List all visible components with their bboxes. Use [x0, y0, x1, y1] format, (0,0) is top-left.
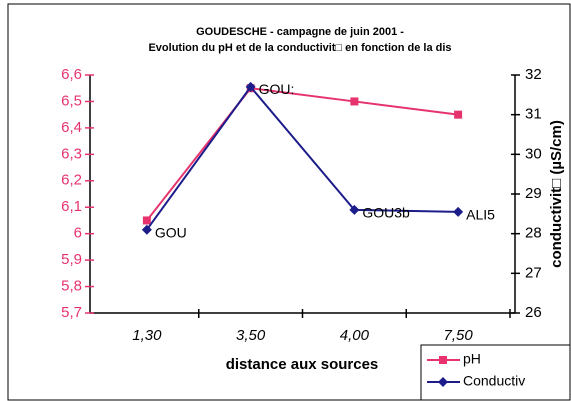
- point: [142, 216, 151, 225]
- y2-tick-label: 32: [525, 66, 542, 83]
- legend-label: Conductiv: [463, 373, 525, 389]
- series-line: [146, 87, 459, 222]
- y-tick-label: 5,7: [61, 304, 82, 321]
- legend-marker: [438, 377, 448, 387]
- chart-frame: [7, 3, 571, 401]
- point: [349, 204, 360, 215]
- point-label: GOU:: [259, 81, 295, 97]
- y2-tick-label: 31: [525, 106, 542, 123]
- y-tick-label: 6,6: [61, 66, 82, 83]
- y2-axis-label: conductivit□ (µS/cm): [548, 120, 565, 268]
- point: [350, 97, 359, 106]
- x-tick-label: 3,50: [236, 327, 266, 344]
- chart-title: GOUDESCHE - campagne de juin 2001 -: [196, 26, 404, 38]
- y2-tick-label: 28: [525, 225, 542, 242]
- point-label: GOU: [155, 224, 187, 240]
- legend-label: pH: [463, 351, 481, 367]
- x-tick-label: 7,50: [444, 327, 474, 344]
- y-tick-label: 5,8: [61, 278, 82, 295]
- point: [141, 224, 152, 235]
- y-tick-label: 6,3: [61, 145, 82, 162]
- x-tick-label: 4,00: [340, 327, 370, 344]
- legend-marker: [439, 356, 447, 364]
- x-tick-label: 1,30: [132, 327, 162, 344]
- y2-tick-label: 26: [525, 304, 542, 321]
- point-label: ALI5: [466, 207, 495, 223]
- y2-tick-label: 30: [525, 145, 542, 162]
- y-tick-label: 6: [74, 225, 82, 242]
- y2-tick-label: 29: [525, 185, 542, 202]
- series-line: [146, 85, 459, 231]
- x-axis-label: distance aux sources: [226, 356, 379, 373]
- legend-box: [420, 344, 571, 401]
- y-tick-label: 5,9: [61, 251, 82, 268]
- y-tick-label: 6,5: [61, 92, 82, 109]
- point: [245, 81, 256, 92]
- y2-tick-label: 27: [525, 264, 542, 281]
- y-tick-label: 6,2: [61, 172, 82, 189]
- y-tick-label: 6,4: [61, 119, 82, 136]
- chart-subtitle: Evolution du pH et de la conductivit□ en…: [148, 42, 451, 54]
- y-tick-label: 6,1: [61, 198, 82, 215]
- point-label: GOU3b: [362, 205, 410, 221]
- point: [453, 206, 464, 217]
- point: [454, 110, 463, 119]
